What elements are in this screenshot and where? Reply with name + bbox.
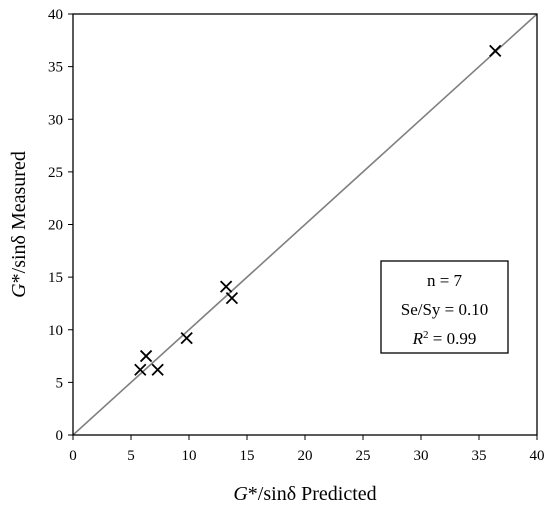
x-axis: 0 5 10 15 20 25 30 35 40 <box>69 435 545 464</box>
y-tick-label: 30 <box>48 112 63 128</box>
data-point <box>151 363 164 376</box>
data-point <box>134 363 147 376</box>
x-axis-title: G*/sinδ Predicted <box>233 483 376 505</box>
one-to-one-line <box>72 13 538 436</box>
y-tick-label: 15 <box>48 270 63 286</box>
stats-box-frame <box>380 260 509 354</box>
x-tick-label: 25 <box>356 448 371 464</box>
data-point <box>139 349 153 363</box>
x-tick-label: 40 <box>530 448 545 464</box>
y-axis: 0 5 10 15 20 25 30 35 40 <box>48 7 73 444</box>
data-point <box>219 280 233 293</box>
y-axis-title: G*/sinδ Measured <box>8 151 30 298</box>
y-tick-label: 5 <box>56 375 64 391</box>
x-tick-label: 15 <box>240 448 255 464</box>
stats-r-squared: R2 = 0.99 <box>412 329 477 348</box>
x-tick-label: 10 <box>182 448 197 464</box>
stats-box: n = 7 Se/Sy = 0.10 R2 = 0.99 <box>380 260 509 354</box>
x-tick-label: 0 <box>69 448 77 464</box>
y-tick-label: 35 <box>48 60 63 76</box>
y-tick-label: 25 <box>48 165 63 181</box>
stats-se-sy: Se/Sy = 0.10 <box>401 300 489 319</box>
y-tick-label: 10 <box>48 323 63 339</box>
data-point <box>489 44 502 57</box>
stats-n: n = 7 <box>427 271 463 290</box>
data-points <box>134 44 502 376</box>
y-tick-label: 20 <box>48 218 63 234</box>
x-tick-label: 35 <box>472 448 487 464</box>
data-point <box>225 292 239 305</box>
y-tick-label: 0 <box>56 428 64 444</box>
data-point <box>180 332 193 345</box>
x-tick-label: 5 <box>127 448 135 464</box>
y-tick-label: 40 <box>48 7 63 23</box>
x-tick-label: 30 <box>414 448 429 464</box>
x-tick-label: 20 <box>298 448 313 464</box>
